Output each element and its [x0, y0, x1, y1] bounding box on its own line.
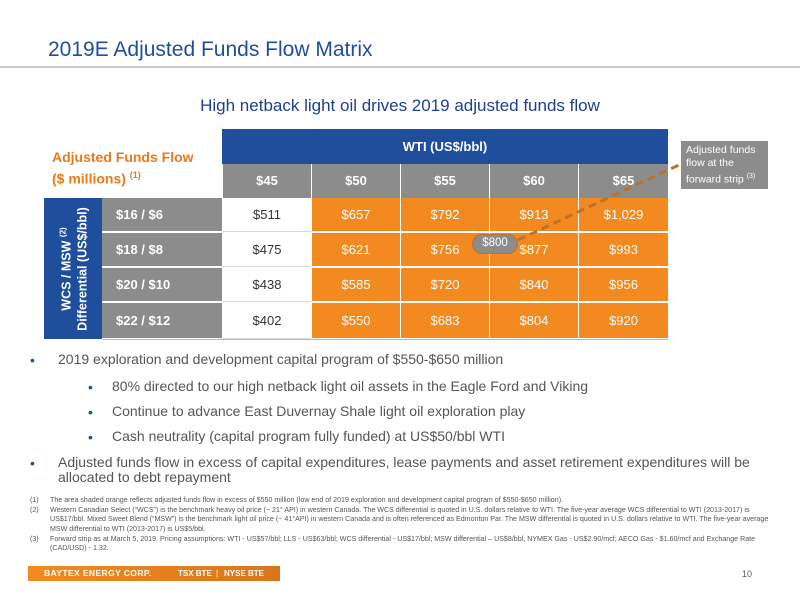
page-title: 2019E Adjusted Funds Flow Matrix: [48, 38, 373, 61]
matrix-label-note: (1): [129, 170, 141, 180]
bullet-dot-icon: •: [30, 352, 35, 368]
footnote: (2) Western Canadian Select (“WCS”) is t…: [30, 506, 769, 533]
bullet-dot-icon: •: [88, 404, 93, 420]
matrix-cell: $956: [578, 268, 668, 302]
row-header: $22 / $12: [102, 303, 222, 339]
matrix-cell: $840: [489, 268, 578, 302]
table-bottom-rule: [102, 339, 668, 340]
company-logo: BAYTEX ENERGY CORP.: [44, 568, 152, 578]
forward-strip-callout: Adjusted funds flow at the forward strip…: [681, 141, 768, 189]
matrix-cell: $475: [222, 233, 311, 267]
forward-strip-marker: $800: [472, 234, 518, 254]
matrix-cell: $720: [400, 268, 489, 302]
matrix-cell: $993: [578, 233, 668, 267]
ticker-nyse: NYSE BTE: [224, 569, 265, 578]
column-header: $55: [400, 164, 489, 198]
matrix-label-line1: Adjusted Funds Flow: [52, 149, 194, 165]
footer-band: [28, 566, 280, 581]
matrix-cell: $804: [489, 303, 578, 339]
column-header: $45: [222, 164, 311, 198]
footnotes: (1) The area shaded orange reflects adju…: [30, 496, 770, 554]
matrix-cell: $792: [400, 198, 489, 232]
title-divider: [0, 66, 800, 68]
column-header: $60: [489, 164, 578, 198]
footnote: (1) The area shaded orange reflects adju…: [30, 496, 564, 504]
matrix-cell: $683: [400, 303, 489, 339]
matrix-cell: $585: [311, 268, 400, 302]
matrix-cell: $621: [311, 233, 400, 267]
wti-axis-header: WTI (US$/bbl): [222, 129, 668, 164]
matrix-cell: $657: [311, 198, 400, 232]
ticker-tsx: TSX BTE: [178, 569, 212, 578]
matrix-cell: $550: [311, 303, 400, 339]
column-header: $50: [311, 164, 400, 198]
row-header: $16 / $6: [102, 198, 222, 232]
row-header: $18 / $8: [102, 233, 222, 267]
bullet-dot-icon: •: [88, 379, 93, 395]
callout-text: Adjusted funds flow at the forward strip: [686, 144, 756, 186]
differential-axis-block: [44, 198, 102, 339]
row-header: $20 / $10: [102, 268, 222, 302]
matrix-label: Adjusted Funds Flow ($ millions) (1): [52, 148, 232, 188]
footnote: (3) Forward strip as at March 5, 2019. P…: [30, 534, 756, 553]
bullet-dot-icon: •: [88, 429, 93, 445]
page-number: 10: [742, 569, 753, 579]
page-subtitle: High netback light oil drives 2019 adjus…: [200, 96, 600, 115]
bullet-dot-icon: •: [30, 455, 35, 471]
matrix-cell: $402: [222, 303, 311, 339]
matrix-cell: $511: [222, 198, 311, 232]
matrix-cell: $438: [222, 268, 311, 302]
column-header: $65: [578, 164, 668, 198]
matrix-label-line2: ($ millions): [52, 170, 126, 187]
matrix-cell: $920: [578, 303, 668, 339]
ticker-separator: |: [216, 569, 219, 578]
callout-note: (3): [746, 173, 756, 180]
